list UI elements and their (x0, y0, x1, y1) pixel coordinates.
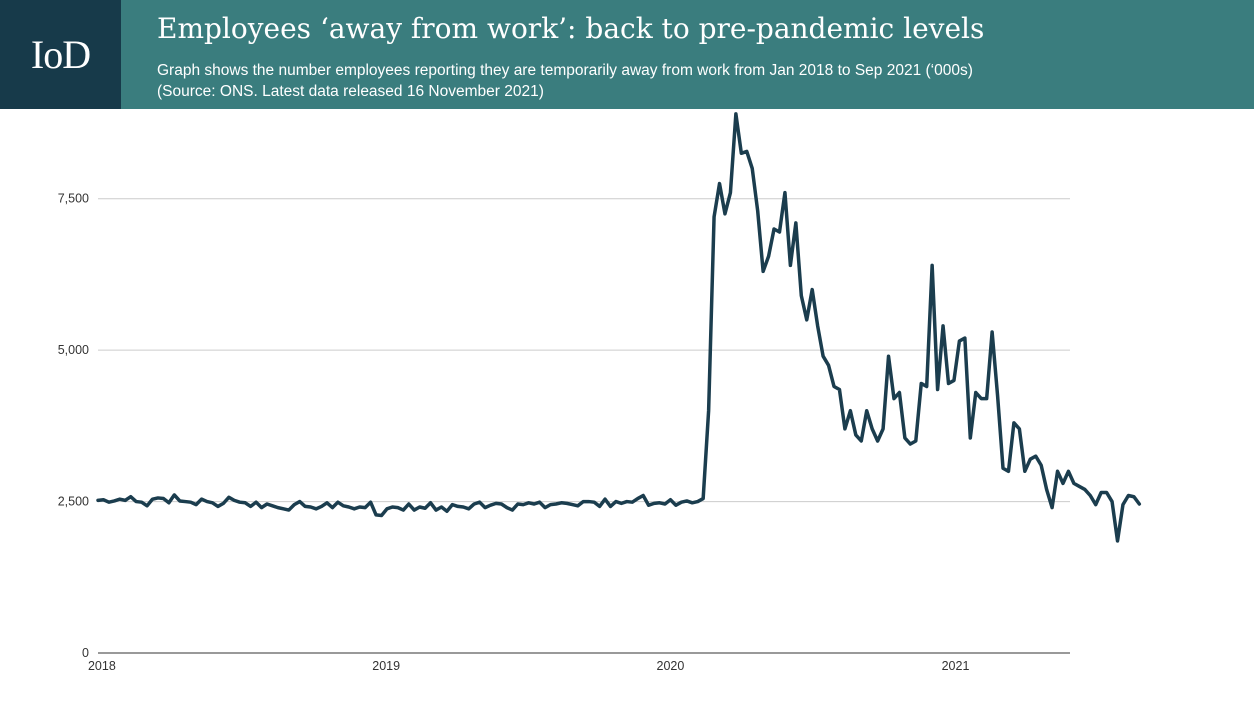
y-tick-label: 2,500 (58, 495, 89, 509)
y-tick-label: 5,000 (58, 343, 89, 357)
line-chart: 0 2,500 5,000 7,500 2018 2019 2020 2021 (58, 112, 1142, 673)
subtitle-source: (Source: ONS. Latest data released 16 No… (157, 83, 544, 100)
series-line (96, 112, 1142, 543)
x-axis-ticks: 2018 2019 2020 2021 (88, 659, 969, 673)
series-layer (96, 112, 1142, 543)
gridlines (98, 198, 1070, 654)
iod-logo: IoD (0, 0, 121, 109)
x-tick-label: 2018 (88, 659, 116, 673)
x-tick-label: 2019 (372, 659, 400, 673)
y-tick-label: 0 (82, 646, 89, 660)
x-tick-label: 2020 (657, 659, 685, 673)
header-banner: IoD Employees ‘away from work’: back to … (0, 0, 1254, 109)
y-tick-label: 7,500 (58, 192, 89, 206)
y-axis-ticks: 0 2,500 5,000 7,500 (58, 192, 89, 660)
chart-area: 0 2,500 5,000 7,500 2018 2019 2020 2021 (0, 109, 1254, 712)
page-subtitle: Graph shows the number employees reporti… (157, 60, 973, 102)
page-title: Employees ‘away from work’: back to pre-… (157, 12, 985, 45)
subtitle-description: Graph shows the number employees reporti… (157, 62, 973, 79)
x-tick-label: 2021 (942, 659, 970, 673)
